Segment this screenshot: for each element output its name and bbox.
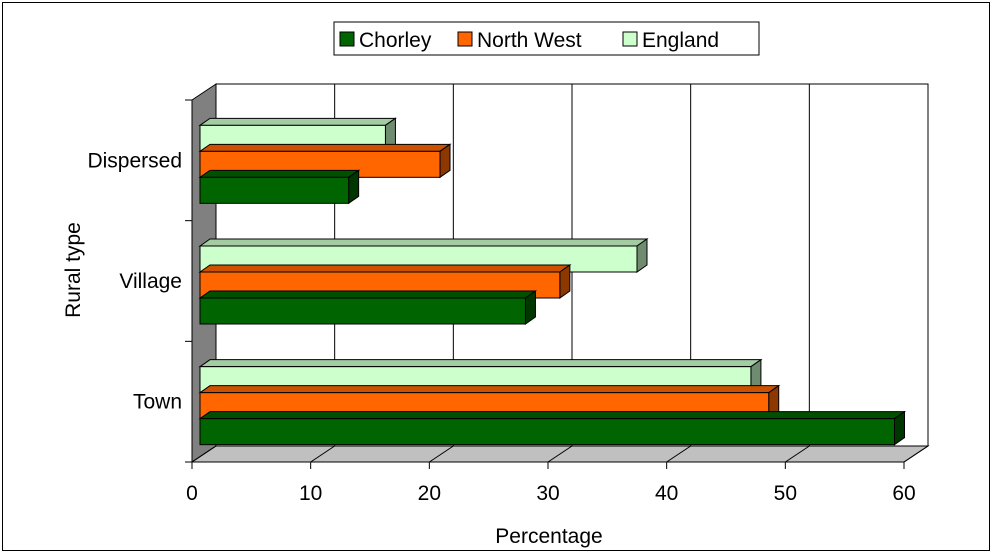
x-tick-label: 20 (418, 482, 441, 505)
x-tick-label: 30 (536, 482, 559, 505)
x-tick-label: 50 (774, 482, 797, 505)
x-tick-label: 60 (892, 482, 915, 505)
y-category-labels: Town Village Dispersed (87, 149, 182, 413)
floor-gridline (547, 445, 573, 463)
bar-village-chorley (198, 290, 538, 325)
bar-town-chorley (198, 410, 907, 446)
legend-swatch (339, 31, 355, 47)
floor-gridline (429, 445, 454, 463)
legend-swatch (457, 31, 473, 47)
y-category-label: Village (119, 270, 182, 293)
legend-label: Chorley (359, 29, 432, 52)
legend: Chorley North West England (333, 21, 760, 56)
x-tick-label: 10 (299, 482, 322, 505)
legend-label: England (642, 29, 719, 52)
x-tick-label: 0 (186, 482, 198, 505)
axes (185, 99, 905, 469)
x-tick-labels: 0 10 20 30 40 50 60 (186, 482, 916, 505)
x-tick-label: 40 (655, 482, 678, 505)
bar-dispersed-chorley (198, 169, 361, 205)
floor-gridline (666, 445, 691, 463)
legend-label: North West (477, 29, 582, 52)
x-axis-label: Percentage (495, 525, 602, 548)
y-category-label: Dispersed (87, 149, 182, 172)
legend-box (333, 21, 760, 56)
bars (198, 117, 907, 446)
floor-gridline (785, 445, 810, 463)
legend-swatch (622, 31, 638, 47)
floor-gridline (903, 445, 929, 463)
floor-gridline (310, 445, 335, 463)
floor-gridline (191, 445, 217, 463)
y-category-label: Town (133, 391, 182, 414)
y-axis-label: Rural type (62, 222, 85, 318)
